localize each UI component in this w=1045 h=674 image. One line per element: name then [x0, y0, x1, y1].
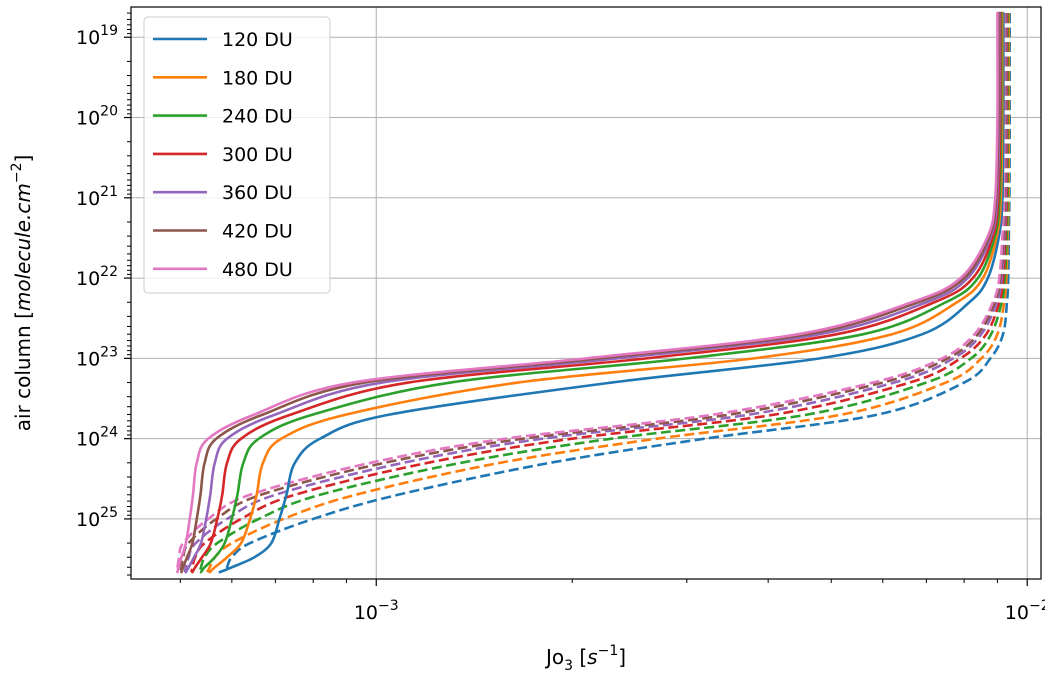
legend-label: 420 DU: [222, 221, 293, 243]
series-line-dashed: [175, 13, 1006, 573]
y-tick-label: 1025: [76, 505, 118, 531]
legend-label: 120 DU: [222, 29, 293, 51]
y-tick-label: 1020: [76, 104, 118, 130]
y-tick-label: 1021: [76, 184, 118, 210]
legend-label: 360 DU: [222, 182, 293, 204]
tick-labels: 10−3 10−2 1019 1020 1021 1022 1023 1024 1025: [76, 23, 1045, 624]
series-line-solid: [218, 11, 1005, 574]
legend-label: 300 DU: [222, 144, 293, 166]
y-tick-label: 1022: [76, 264, 118, 290]
x-tick-label: 10−2: [1005, 598, 1045, 624]
legend-label: 480 DU: [222, 259, 293, 281]
y-tick-label: 1024: [76, 425, 118, 451]
y-tick-label: 1023: [76, 344, 118, 370]
ticks: [124, 12, 1028, 586]
series-layer: [175, 11, 1012, 574]
legend-label: 240 DU: [222, 106, 293, 128]
x-tick-label: 10−3: [354, 598, 399, 624]
y-axis-label: air column [molecule.cm−2]: [9, 155, 35, 432]
x-axis-label: Jo3 [s−1]: [544, 643, 626, 674]
y-tick-label: 1019: [76, 23, 118, 49]
plot-frame: [130, 6, 1042, 580]
series-line-solid: [176, 11, 999, 574]
legend-label: 180 DU: [222, 67, 293, 89]
legend-box: [143, 16, 331, 294]
legend: 120 DU 180 DU 240 DU 300 DU 360 DU 420 DU 480 …: [143, 16, 331, 294]
